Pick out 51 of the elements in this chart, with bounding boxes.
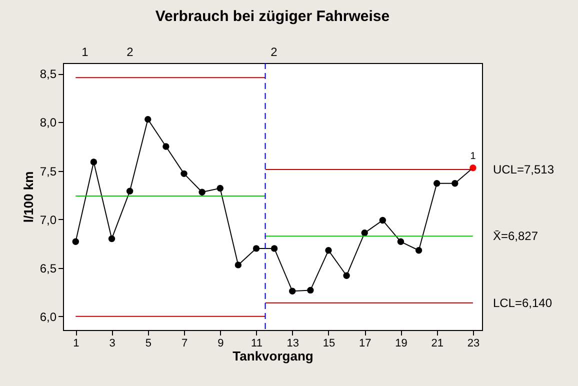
x-tick-label: 19 — [395, 338, 408, 350]
point — [325, 247, 332, 254]
point — [270, 245, 278, 252]
point — [361, 230, 368, 236]
y-tick-label: 6,5 — [40, 261, 57, 276]
point — [234, 262, 242, 268]
y-axis-title: l/100 km — [20, 171, 36, 223]
point — [289, 288, 296, 295]
y-tick-label: 8,5 — [40, 67, 57, 82]
text: 2 — [126, 45, 134, 59]
chart-title: Verbrauch bei zügiger Fahrweise — [155, 8, 390, 25]
x-tick-label: 7 — [181, 338, 188, 350]
x-tick-label: 21 — [431, 338, 444, 350]
series-label: X̄=6,827 — [492, 229, 538, 244]
point — [415, 247, 422, 254]
point — [126, 188, 134, 195]
point — [72, 238, 79, 245]
x-tick-label: 3 — [109, 338, 116, 350]
x-axis-title: Tankvorgang — [232, 348, 314, 364]
text: 2 — [270, 45, 278, 59]
point — [216, 184, 224, 192]
series-label: UCL=7,513 — [492, 162, 554, 177]
point — [108, 235, 116, 242]
y-tick-label: 6,0 — [40, 310, 57, 324]
point — [433, 180, 440, 187]
y-tick-label: 8,0 — [40, 116, 57, 130]
point — [452, 180, 458, 187]
point — [343, 272, 350, 279]
x-tick-label: 9 — [218, 338, 224, 350]
y-tick-label: 7,0 — [40, 212, 57, 227]
point — [198, 188, 206, 196]
x-tick-label: 15 — [322, 338, 336, 350]
point — [90, 158, 98, 166]
x-tick-label: 5 — [145, 338, 152, 350]
point — [307, 286, 314, 294]
point — [180, 170, 188, 178]
x-tick-label: 17 — [358, 338, 372, 350]
series-label: LCL=6,140 — [492, 296, 552, 310]
point — [162, 143, 170, 150]
x-tick-label: 13 — [286, 338, 299, 350]
annotation: 1 — [470, 150, 476, 162]
point — [397, 238, 404, 245]
text: 1 — [82, 45, 89, 59]
point — [252, 245, 260, 252]
x-tick-label: 1 — [73, 338, 80, 350]
point — [144, 116, 152, 123]
point — [379, 216, 386, 224]
x-tick-label: 11 — [251, 338, 262, 350]
point — [470, 164, 476, 172]
y-tick-label: 7,5 — [40, 164, 57, 178]
x-tick-label: 23 — [467, 338, 480, 350]
